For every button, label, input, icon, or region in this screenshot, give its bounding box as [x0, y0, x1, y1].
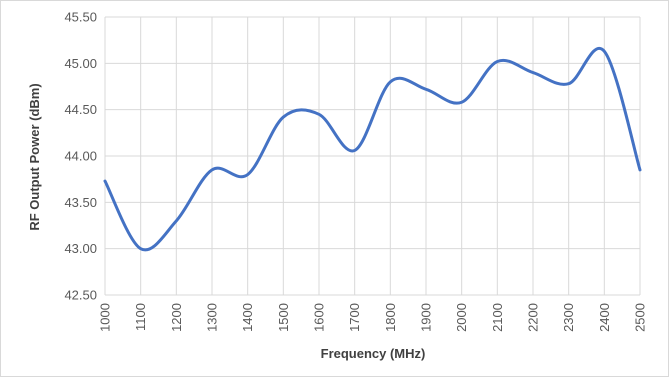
y-tick-label: 44.00 [64, 149, 97, 164]
x-tick-label: 1400 [240, 303, 255, 332]
chart-grid [104, 16, 641, 296]
y-tick-label: 43.00 [64, 241, 97, 256]
series-line-0 [103, 47, 642, 252]
x-tick-label: 1000 [98, 303, 113, 332]
x-axis-title: Frequency (MHz) [321, 346, 426, 361]
y-axis-ticks: 42.50 43.00 43.50 44.00 44.50 45.00 45.50 [64, 10, 97, 303]
x-tick-label: 1700 [347, 303, 362, 332]
x-tick-label: 1300 [205, 303, 220, 332]
y-tick-label: 45.00 [64, 56, 97, 71]
x-tick-label: 2400 [597, 303, 612, 332]
x-tick-label: 1600 [312, 303, 327, 332]
y-tick-label: 45.50 [64, 10, 97, 25]
x-tick-label: 2500 [633, 303, 648, 332]
y-axis-title: RF Output Power (dBm) [27, 83, 42, 230]
x-tick-label: 1200 [169, 303, 184, 332]
x-tick-label: 2000 [454, 303, 469, 332]
y-tick-label: 44.50 [64, 102, 97, 117]
x-axis-ticks: 1000 1100 1200 1300 1400 1500 1600 1700 1800 1900… [98, 303, 648, 332]
x-tick-label: 2100 [490, 303, 505, 332]
x-tick-label: 1800 [383, 303, 398, 332]
chart-series [103, 47, 642, 252]
x-tick-label: 2300 [561, 303, 576, 332]
x-tick-label: 2200 [526, 303, 541, 332]
x-tick-label: 1900 [419, 303, 434, 332]
x-tick-label: 1500 [276, 303, 291, 332]
y-tick-label: 43.50 [64, 195, 97, 210]
y-tick-label: 42.50 [64, 288, 97, 303]
x-tick-label: 1100 [133, 303, 148, 331]
